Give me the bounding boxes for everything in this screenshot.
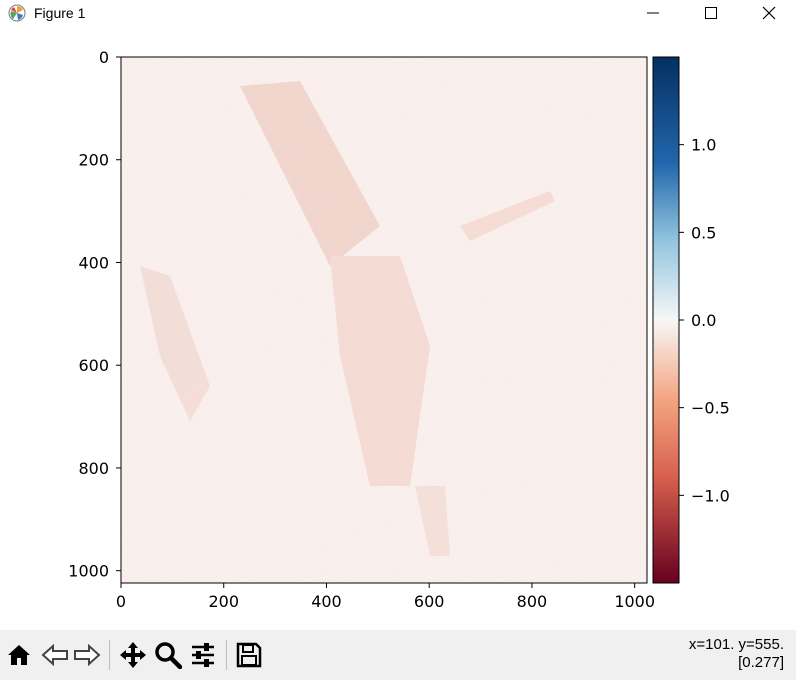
- maximize-button[interactable]: [688, 0, 734, 26]
- x-tick-label: 800: [517, 592, 548, 611]
- y-tick-label: 400: [78, 253, 109, 272]
- home-icon: [8, 645, 30, 665]
- x-tick-label: 1000: [614, 592, 655, 611]
- x-tick-label: 0: [116, 592, 126, 611]
- minimize-button[interactable]: [630, 0, 676, 26]
- colorbar-tick-label: −1.0: [691, 486, 730, 505]
- arrow-left-icon: [41, 643, 68, 667]
- move-icon: [120, 642, 146, 668]
- configure-subplots-button[interactable]: [188, 640, 218, 670]
- y-tick-label: 600: [78, 356, 109, 375]
- navigation-toolbar: x=101. y=555. [0.277]: [0, 630, 796, 680]
- x-tick-label: 600: [414, 592, 445, 611]
- zoom-button[interactable]: [153, 640, 183, 670]
- x-tick-label: 200: [208, 592, 239, 611]
- y-tick-label: 0: [99, 48, 109, 67]
- forward-button[interactable]: [72, 640, 102, 670]
- close-icon: [762, 6, 776, 20]
- colorbar-tick-label: 1.0: [691, 136, 716, 155]
- matplotlib-logo-icon: [8, 4, 26, 22]
- pan-button[interactable]: [118, 640, 148, 670]
- y-tick-label: 200: [78, 151, 109, 170]
- arrow-right-icon: [74, 643, 101, 667]
- minimize-icon: [647, 12, 659, 14]
- figure-canvas[interactable]: 0 200 400 600 800 1000 0 200 400 600 800 1000 1.0 0…: [0, 26, 796, 630]
- coords-value: [0.277]: [738, 654, 784, 671]
- y-tick-label: 1000: [68, 562, 109, 581]
- close-button[interactable]: [746, 0, 792, 26]
- plot-svg: 0 200 400 600 800 1000 0 200 400 600 800 1000 1.0 0…: [68, 48, 730, 611]
- toolbar-separator: [226, 640, 227, 670]
- heatmap-image: [121, 57, 647, 583]
- maximize-icon: [705, 7, 717, 19]
- y-axis: 0 200 400 600 800 1000: [68, 48, 121, 581]
- cursor-coordinates: x=101. y=555. [0.277]: [689, 636, 784, 672]
- toolbar-separator: [109, 640, 110, 670]
- window-titlebar: Figure 1: [0, 0, 796, 26]
- colorbar: [652, 56, 680, 584]
- back-button[interactable]: [40, 640, 70, 670]
- window-title: Figure 1: [34, 5, 86, 21]
- sliders-icon: [192, 643, 214, 667]
- heatmap-structures: [140, 81, 555, 556]
- coords-position: x=101. y=555.: [688, 636, 784, 653]
- magnifier-icon: [155, 642, 182, 669]
- home-button[interactable]: [4, 640, 34, 670]
- y-tick-label: 800: [78, 459, 109, 478]
- colorbar-tick-label: 0.5: [691, 223, 716, 242]
- image-frame: [120, 56, 648, 584]
- colorbar-tick-label: 0.0: [691, 311, 716, 330]
- save-button[interactable]: [234, 640, 264, 670]
- colorbar-tick-label: −0.5: [691, 399, 730, 418]
- floppy-disk-icon: [236, 642, 262, 668]
- x-axis: 0 200 400 600 800 1000: [116, 583, 655, 611]
- x-tick-label: 400: [311, 592, 342, 611]
- colorbar-axis: 1.0 0.5 0.0 −0.5 −1.0: [679, 136, 730, 505]
